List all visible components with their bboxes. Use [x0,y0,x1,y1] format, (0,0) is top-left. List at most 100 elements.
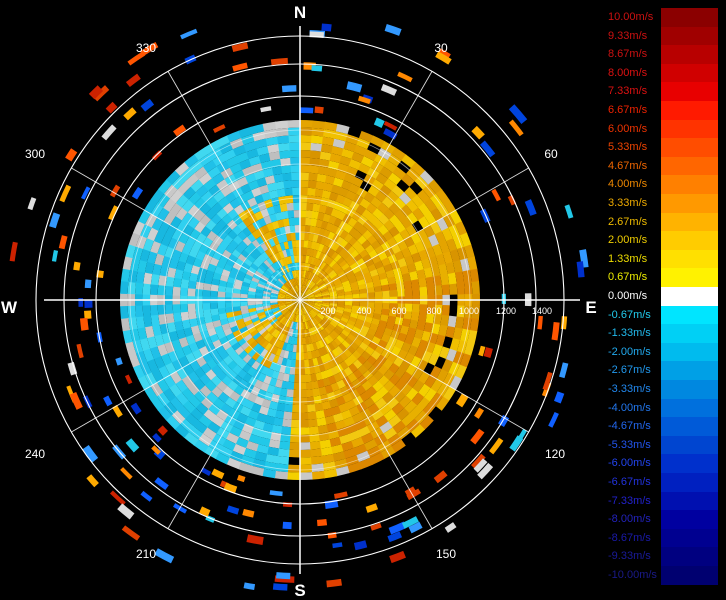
colorbar-label: 8.67m/s [608,48,648,61]
colorbar-label: 2.67m/s [608,215,648,228]
colorbar-entry: -6.00m/s [602,454,726,473]
bearing-label-30: 30 [434,41,448,55]
colorbar-label: 0.67m/s [608,271,648,284]
colorbar-entry: 4.00m/s [602,175,726,194]
colorbar-label: -6.67m/s [608,476,651,488]
colorbar-entry: 2.00m/s [602,231,726,250]
bearing-label-300: 300 [25,147,45,161]
bearing-label-210: 210 [136,547,156,561]
colorbar-swatch [661,435,718,455]
colorbar-entry: 8.00m/s [602,63,726,83]
colorbar-label: 4.00m/s [608,178,648,191]
bearing-label-240: 240 [25,447,45,461]
colorbar-swatch [661,63,718,83]
range-label: 800 [426,306,441,316]
colorbar-label: 5.33m/s [608,141,648,154]
colorbar-entry: 0.00m/s [602,287,726,306]
colorbar-label: -2.00m/s [608,345,651,358]
velocity-colorbar: 10.00m/s 9.33m/s 8.67m/s 8.00m/s 7.33m/s 6.67… [602,8,726,592]
colorbar-swatch [661,305,718,325]
colorbar-swatch [661,249,718,269]
colorbar-entry: -0.67m/s [602,305,726,325]
bearing-label-60: 60 [544,147,558,161]
colorbar-label: 1.33m/s [608,252,648,265]
compass-west: W [1,298,18,317]
colorbar-swatch [661,101,718,120]
range-labels: 200 400 600 800 1000 1200 1400 [320,306,552,316]
colorbar-swatch [661,528,718,548]
outer-range-returns [9,23,589,591]
colorbar-label: -6.00m/s [608,457,651,470]
colorbar-entry: -2.00m/s [602,342,726,362]
colorbar-label: -3.33m/s [608,383,651,395]
colorbar-label: -2.67m/s [608,364,651,377]
colorbar-entry: -7.33m/s [602,491,726,511]
colorbar-entry: -4.00m/s [602,398,726,418]
colorbar-entry: 10.00m/s [602,8,726,27]
range-label: 600 [391,306,406,316]
colorbar-entry: -2.67m/s [602,361,726,380]
compass-east: E [585,298,596,317]
range-label: 1400 [532,306,552,316]
radar-display: 200 400 600 800 1000 1200 1400 N S E W 30 60 1… [1,3,597,600]
range-label: 1000 [459,306,479,316]
bearing-label-150: 150 [436,547,456,561]
colorbar-label: -5.33m/s [608,438,651,451]
colorbar-entry: 6.67m/s [602,101,726,120]
colorbar-swatch [661,231,718,250]
colorbar-label: 0.00m/s [608,290,648,302]
colorbar-swatch [661,454,718,473]
colorbar-entry: 1.33m/s [602,249,726,269]
colorbar-label: 2.00m/s [608,234,648,247]
colorbar-entry: 7.33m/s [602,82,726,101]
colorbar-label: -8.00m/s [608,513,651,526]
colorbar-label: 7.33m/s [608,85,648,98]
colorbar-label: -4.67m/s [608,420,651,433]
colorbar-entry: -5.33m/s [602,435,726,455]
colorbar-entry: 4.67m/s [602,156,726,176]
colorbar-label: 3.33m/s [608,197,648,209]
colorbar-swatch [661,268,718,287]
colorbar-swatch [661,8,718,27]
colorbar-swatch [661,361,718,380]
colorbar-label: 10.00m/s [608,11,654,23]
colorbar-entry: -6.67m/s [602,473,726,492]
colorbar-label: -9.33m/s [608,550,651,563]
colorbar-swatch [661,194,718,213]
colorbar-entry: 9.33m/s [602,26,726,46]
colorbar-swatch [661,45,718,64]
colorbar-swatch [661,342,718,362]
colorbar-entry: -1.33m/s [602,324,726,343]
colorbar-swatch [661,324,718,343]
colorbar-label: -1.33m/s [608,327,651,340]
bearing-label-120: 120 [545,447,565,461]
colorbar-entry: 6.00m/s [602,119,726,139]
colorbar-entry: -10.00m/s [602,566,726,585]
colorbar-swatch [661,175,718,194]
colorbar-swatch [661,287,718,306]
colorbar-swatch [661,417,718,436]
colorbar-entry: -8.00m/s [602,510,726,529]
colorbar-label: -10.00m/s [608,569,657,581]
colorbar-label: -7.33m/s [608,494,651,507]
colorbar-label: 8.00m/s [608,66,648,79]
bearing-label-330: 330 [136,41,156,55]
colorbar-swatch [661,156,718,176]
range-label: 200 [320,306,335,316]
colorbar-entry: -9.33m/s [602,547,726,566]
colorbar-label: -4.00m/s [608,401,651,414]
colorbar-swatch [661,119,718,139]
range-label: 1200 [496,306,516,316]
colorbar-label: 4.67m/s [608,159,648,172]
range-label: 400 [356,306,371,316]
colorbar-entry: -8.67m/s [602,528,726,548]
colorbar-entry: -4.67m/s [602,417,726,436]
colorbar-swatch [661,547,718,566]
colorbar-swatch [661,82,718,101]
colorbar-swatch [661,138,718,157]
colorbar-swatch [661,380,718,399]
colorbar-entry: 2.67m/s [602,212,726,232]
colorbar-swatch [661,398,718,418]
colorbar-entry: 3.33m/s [602,194,726,213]
colorbar-label: -0.67m/s [608,308,651,321]
